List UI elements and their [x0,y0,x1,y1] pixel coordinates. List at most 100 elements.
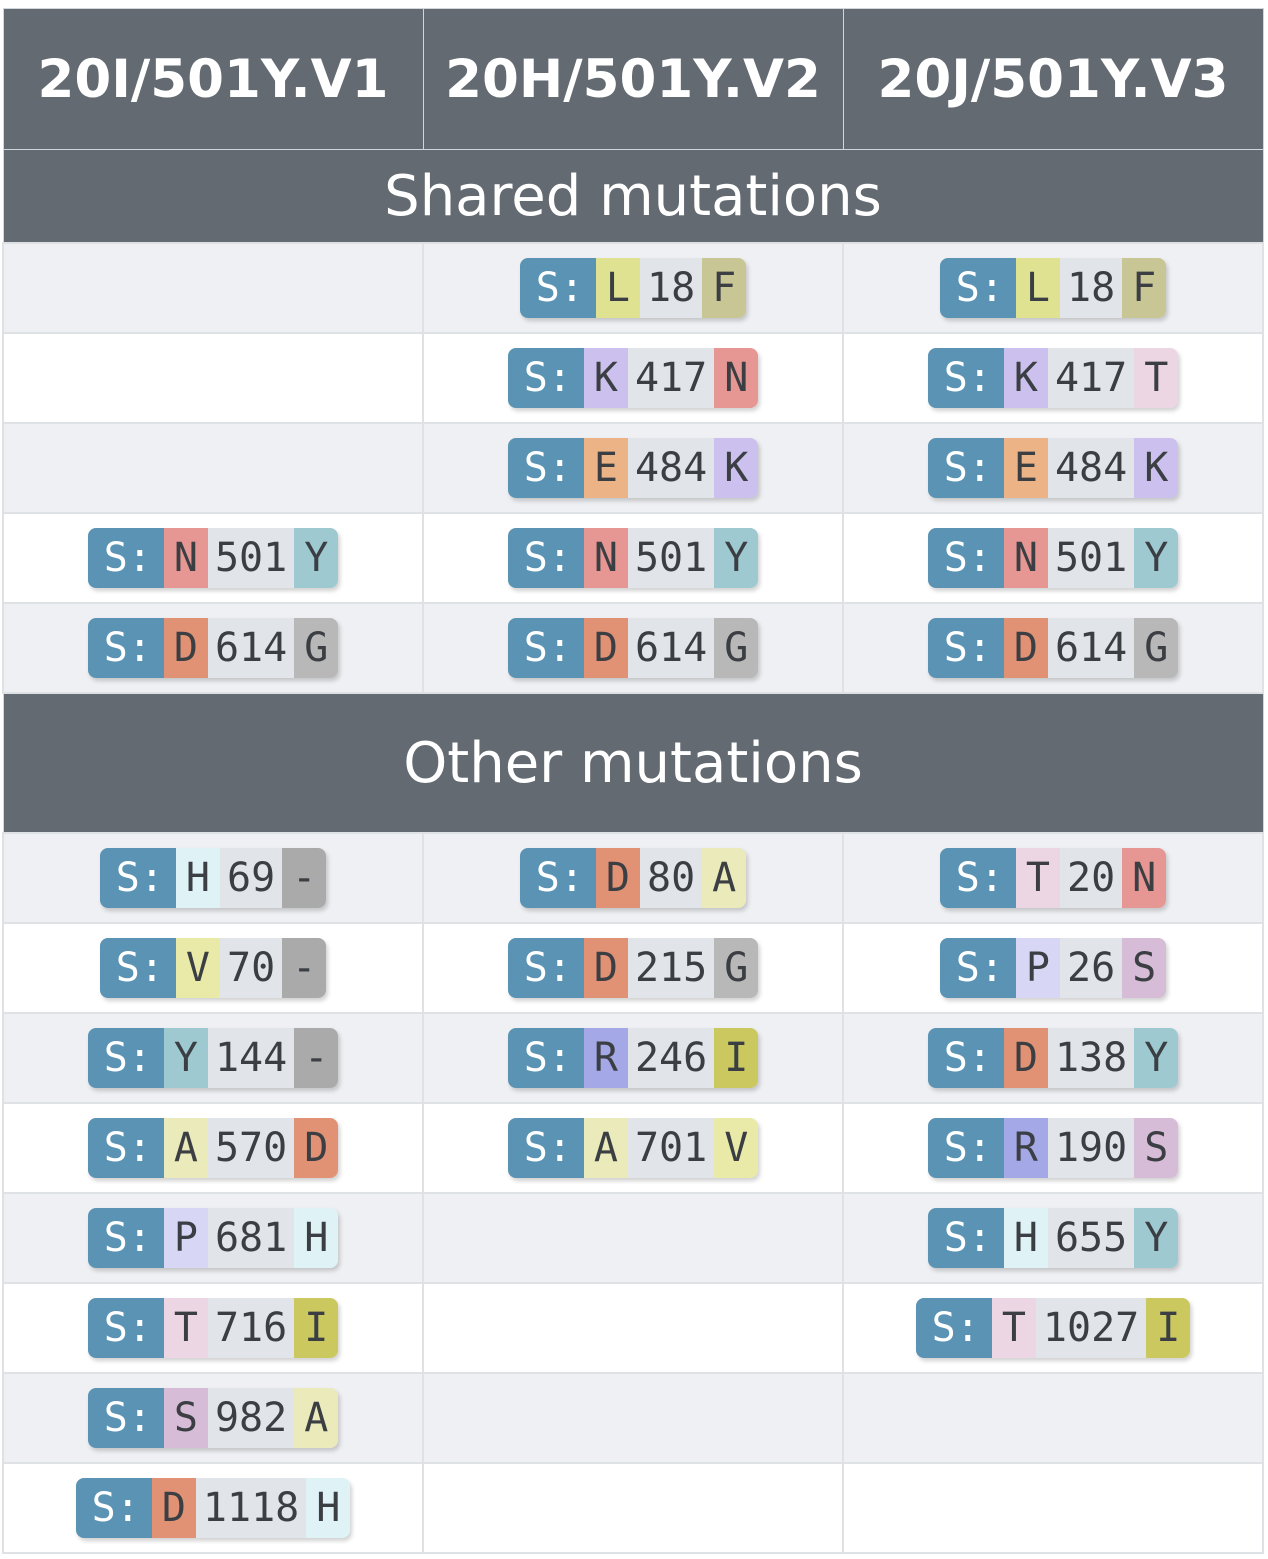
mutation-cell [842,1462,1264,1554]
mutation-ref-aa: L [595,258,640,318]
mutation-row: S: T 716 I S: T 1027 I [2,1282,1264,1374]
mutation-row: S: S 982 A [2,1372,1264,1464]
mutation-cell [422,1372,844,1464]
header-row: 20I/501Y.V1 20H/501Y.V2 20J/501Y.V3 [2,8,1264,150]
mutation-gene: S: [519,258,596,318]
mutation-ref-aa: D [1003,1028,1048,1088]
mutation-ref-aa: A [583,1118,628,1178]
mutation-row: S: H 69- S: D 80 A S: T 20 N [2,832,1264,924]
mutation-ref-aa: N [1003,528,1048,588]
mutation-position: 501 [1054,535,1128,581]
mutation-badge: S: P 26 S [939,938,1167,998]
mutation-cell: S: D 138 Y [842,1012,1264,1104]
mutation-ref-aa: P [1015,938,1060,998]
mutation-position: 701 [634,1125,708,1171]
mutation-alt-aa: G [1134,618,1179,678]
mutation-cell: S: D 614 G [422,602,844,694]
mutation-ref-aa: E [1003,438,1048,498]
mutation-gene: S: [927,1208,1004,1268]
mutation-position: 20 [1067,855,1116,901]
column-header-v2: 20H/501Y.V2 [422,8,844,150]
mutation-alt-aa: Y [1134,528,1179,588]
mutation-gene: S: [939,938,1016,998]
mutation-alt-aa: Y [294,528,339,588]
mutation-row: S: A 570 D S: A 701 V S: R 190 S [2,1102,1264,1194]
mutation-badge: S: E 484 K [507,438,759,498]
mutation-ref-aa: L [1015,258,1060,318]
mutation-gene: S: [87,528,164,588]
mutation-alt-aa: A [702,848,747,908]
mutation-cell: S: A 701 V [422,1102,844,1194]
mutation-alt-aa: I [714,1028,759,1088]
mutation-gene: S: [87,618,164,678]
mutation-cell: S: R 190 S [842,1102,1264,1194]
mutation-alt-aa: K [1134,438,1179,498]
section-header-row: Shared mutations [2,149,1264,244]
mutation-cell: S: H 69- [2,832,424,924]
mutation-cell: S: P 681 H [2,1192,424,1284]
mutation-alt-aa: G [294,618,339,678]
mutation-cell: S: K 417 T [842,332,1264,424]
mutation-badge: S: K 417 T [927,348,1179,408]
mutation-position: 501 [634,535,708,581]
mutation-alt-aa: I [294,1298,339,1358]
mutation-alt-aa: - [294,1028,339,1088]
mutation-ref-aa: T [1015,848,1060,908]
mutation-alt-aa: - [282,938,327,998]
mutation-alt-aa: I [1146,1298,1191,1358]
mutation-ref-aa: D [163,618,208,678]
mutation-ref-aa: V [175,938,220,998]
mutation-cell [2,242,424,334]
mutation-cell: S: T 20 N [842,832,1264,924]
mutation-position: 1027 [1042,1305,1140,1351]
mutation-ref-aa: R [583,1028,628,1088]
mutation-ref-aa: T [991,1298,1036,1358]
mutation-cell: S: D 614 G [842,602,1264,694]
mutation-cell: S: T 716 I [2,1282,424,1374]
mutation-cell [2,332,424,424]
mutation-gene: S: [507,1118,584,1178]
mutation-gene: S: [99,848,176,908]
mutation-cell [422,1282,844,1374]
mutation-ref-aa: E [583,438,628,498]
mutation-badge: S: E 484 K [927,438,1179,498]
mutation-gene: S: [87,1298,164,1358]
mutation-gene: S: [87,1388,164,1448]
mutation-badge: S: V 70- [99,938,327,998]
mutation-ref-aa: K [1003,348,1048,408]
mutation-position: 138 [1054,1035,1128,1081]
mutation-gene: S: [507,438,584,498]
mutation-gene: S: [87,1118,164,1178]
mutation-cell: S: V 70- [2,922,424,1014]
mutation-position: 69 [227,855,276,901]
mutation-badge: S: T 716 I [87,1298,339,1358]
section-header-row: Other mutations [2,692,1264,834]
mutation-gene: S: [927,1118,1004,1178]
mutation-ref-aa: S [163,1388,208,1448]
mutation-ref-aa: H [1003,1208,1048,1268]
mutation-row: S: V 70- S: D 215 G S: P 26 S [2,922,1264,1014]
section-title: Other mutations [2,692,1264,834]
mutation-badge: S: L 18 F [939,258,1167,318]
mutation-gene: S: [927,528,1004,588]
mutation-position: 501 [214,535,288,581]
mutation-gene: S: [927,438,1004,498]
mutation-cell: S: E 484 K [422,422,844,514]
mutation-position: 215 [634,945,708,991]
mutation-position: 982 [214,1395,288,1441]
mutation-badge: S: N 501 Y [87,528,339,588]
mutation-cell: S: P 26 S [842,922,1264,1014]
mutation-row: S: N 501 Y S: N 501 Y S: N 501 Y [2,512,1264,604]
mutation-badge: S: N 501 Y [507,528,759,588]
mutation-alt-aa: H [306,1478,351,1538]
mutation-ref-aa: R [1003,1118,1048,1178]
mutation-position: 18 [647,265,696,311]
mutation-cell [2,422,424,514]
mutation-cell: S: D 215 G [422,922,844,1014]
mutation-gene: S: [519,848,596,908]
mutation-alt-aa: G [714,618,759,678]
mutation-badge: S: D 614 G [87,618,339,678]
mutation-badge: S: Y 144- [87,1028,339,1088]
mutation-cell: S: N 501 Y [842,512,1264,604]
mutation-position: 417 [634,355,708,401]
